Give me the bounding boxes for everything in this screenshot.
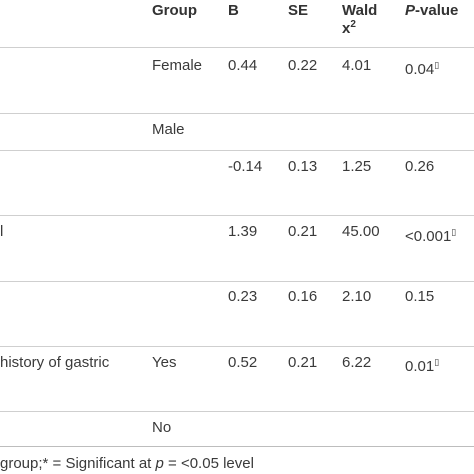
row-divider [0, 215, 474, 216]
header-pvalue-rest: -value [415, 2, 459, 19]
cell-b: -0.14 [228, 158, 263, 175]
cell-se: 0.22 [288, 57, 318, 74]
header-b: B [228, 2, 239, 19]
pvalue-text: 0.01 [405, 358, 435, 375]
pvalue-text: 0.15 [405, 288, 435, 305]
cell-group: Female [152, 57, 203, 74]
cell-se: 0.13 [288, 158, 318, 175]
footnote-text-before: group;* = Significant at [0, 455, 156, 472]
row-divider [0, 346, 474, 347]
cell-wald: 2.10 [342, 288, 372, 305]
cell-pvalue: 0.26 [405, 158, 434, 176]
cell-pvalue: 0.04▯ [405, 61, 439, 79]
cell-wald: 6.22 [342, 354, 372, 371]
header-wald-line1: Wald [342, 2, 378, 19]
pvalue-text: 0.26 [405, 158, 435, 175]
pvalue-text: 0.04 [405, 61, 435, 78]
row-divider [0, 150, 474, 151]
cell-wald: 45.00 [342, 223, 380, 240]
header-wald-x: x [342, 20, 351, 37]
cell-se: 0.21 [288, 354, 318, 371]
table-footnote: group;* = Significant at p = <0.05 level [0, 455, 254, 472]
significance-mark: ▯ [434, 60, 440, 70]
cell-se: 0.16 [288, 288, 318, 305]
row-divider [0, 281, 474, 282]
cell-se: 0.21 [288, 223, 318, 240]
cell-pvalue: <0.001▯ [405, 228, 456, 246]
cell-pvalue: 0.15 [405, 288, 434, 306]
pvalue-text: <0.001 [405, 228, 452, 245]
cell-pvalue: 0.01▯ [405, 358, 439, 376]
cell-b: 0.23 [228, 288, 258, 305]
table-header: Group B SE Wald x2 P-value [0, 0, 474, 46]
cell-b: 0.44 [228, 57, 258, 74]
cell-wald: 4.01 [342, 57, 372, 74]
header-group: Group [152, 2, 197, 19]
row-divider [0, 47, 474, 48]
row-divider [0, 113, 474, 114]
cell-wald: 1.25 [342, 158, 372, 175]
header-pvalue: P-value [405, 2, 458, 20]
row-label: l [0, 223, 4, 240]
footnote-italic-p: p [155, 455, 164, 472]
cell-group: Male [152, 121, 185, 138]
header-wald: Wald x2 [342, 2, 377, 38]
cell-group: No [152, 419, 172, 436]
footnote-text-after: = <0.05 level [163, 455, 254, 472]
header-wald-sup: 2 [350, 19, 356, 30]
header-pvalue-italic: P [405, 2, 416, 19]
cell-b: 0.52 [228, 354, 258, 371]
header-se: SE [288, 2, 309, 19]
row-divider [0, 411, 474, 412]
table-bottom-border [0, 446, 474, 447]
row-label: history of gastric [0, 354, 110, 371]
significance-mark: ▯ [451, 227, 457, 237]
cell-group: Yes [152, 354, 177, 371]
cell-b: 1.39 [228, 223, 258, 240]
significance-mark: ▯ [434, 357, 440, 367]
